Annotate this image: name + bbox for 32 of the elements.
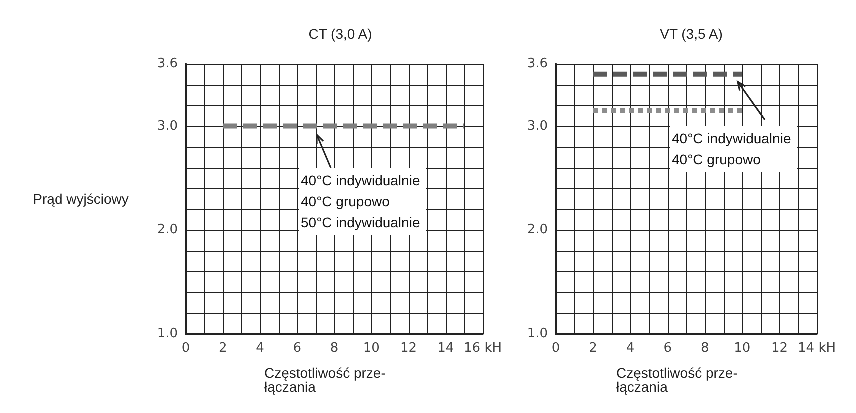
x-tick-label: 8	[330, 341, 339, 356]
y-tick-label: 2.0	[527, 222, 548, 238]
y-tick-label: 1.0	[527, 326, 548, 342]
y-tick-label: 3.6	[157, 56, 178, 72]
x-tick-label: 0	[552, 341, 560, 356]
x-tick-label: 6	[664, 341, 672, 356]
annotation: 40°C indywidualnie 40°C grupowo	[672, 130, 792, 168]
x-tick-label: 2	[218, 341, 228, 356]
chart-title: VT (3,5 A)	[660, 26, 723, 42]
x-tick-label: 12	[771, 341, 788, 356]
x-tick-label: 10	[734, 341, 751, 356]
x-tick-label: 4	[256, 341, 264, 356]
x-tick-label: 8	[701, 341, 710, 356]
y-axis-title: Prąd wyjściowy	[33, 191, 129, 207]
y-tick-label: 3.6	[527, 56, 548, 72]
annotation: 40°C indywidualnie 40°C grupowo 50°C indywidualnie	[301, 172, 420, 230]
x-tick-label: 10	[363, 341, 380, 356]
x-tick-label: 4	[626, 341, 635, 356]
y-tick-label: 2.0	[157, 222, 178, 238]
x-axis-title: Częstotliwość prze- łączania	[264, 365, 386, 395]
x-tick-label: 12	[400, 341, 418, 356]
x-tick-label: 14	[438, 341, 454, 356]
x-tick-label: 0	[182, 341, 190, 356]
y-tick-label: 1.0	[157, 326, 178, 342]
x-tick-label: 6	[293, 341, 302, 356]
x-axis-title: Częstotliwość prze- łączania	[616, 365, 738, 395]
chart-title: CT (3,0 A)	[308, 26, 372, 42]
x-tick-label: 16 kH	[464, 341, 502, 356]
x-tick-label: 14 kH	[798, 341, 836, 356]
y-tick-label: 3.0	[157, 118, 178, 134]
x-tick-label: 2	[589, 341, 598, 356]
y-tick-label: 3.0	[527, 118, 548, 134]
